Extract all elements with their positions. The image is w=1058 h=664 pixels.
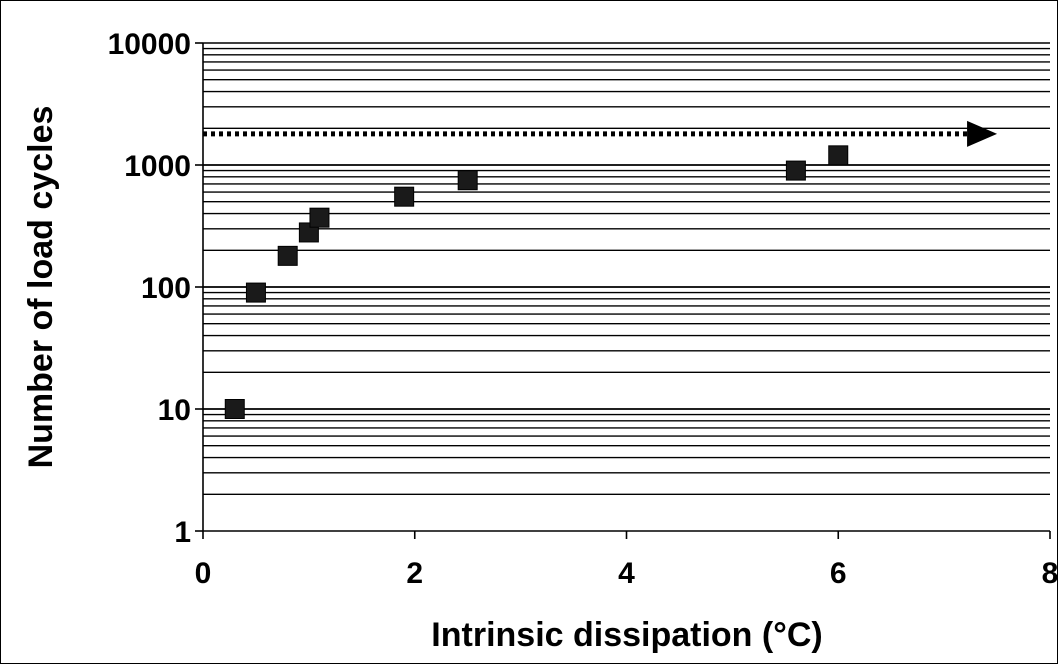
- y-tick-label: 100: [141, 272, 191, 305]
- x-tick-label: 2: [406, 557, 423, 590]
- data-point: [277, 245, 298, 266]
- y-tick-label: 1000: [124, 150, 191, 183]
- data-point: [457, 170, 478, 191]
- x-tick-labels: 0 2 4 6 8: [195, 557, 1058, 590]
- data-point: [828, 145, 849, 166]
- y-tick-label: 1: [174, 516, 191, 549]
- x-tick-label: 0: [195, 557, 212, 590]
- reference-arrowhead: [967, 120, 998, 147]
- reference-arrow: [203, 120, 998, 147]
- data-point: [309, 207, 330, 228]
- data-point: [785, 160, 806, 181]
- axes: [195, 42, 1051, 539]
- y-tick-label: 10: [158, 394, 191, 427]
- data-point: [245, 282, 266, 303]
- x-tick-label: 4: [618, 557, 635, 590]
- data-point: [298, 222, 319, 243]
- gridlines: [203, 42, 1050, 495]
- x-axis-title: Intrinsic dissipation (°C): [431, 616, 822, 654]
- y-tick-label: 10000: [108, 28, 191, 61]
- data-point: [394, 186, 415, 207]
- x-tick-label: 8: [1042, 557, 1058, 590]
- y-tick-labels: 1 10 100 1000 10000: [108, 28, 191, 549]
- x-tick-label: 6: [830, 557, 847, 590]
- y-axis-title: Number of load cycles: [22, 106, 60, 469]
- data-point: [224, 399, 245, 419]
- data-points: [224, 145, 849, 419]
